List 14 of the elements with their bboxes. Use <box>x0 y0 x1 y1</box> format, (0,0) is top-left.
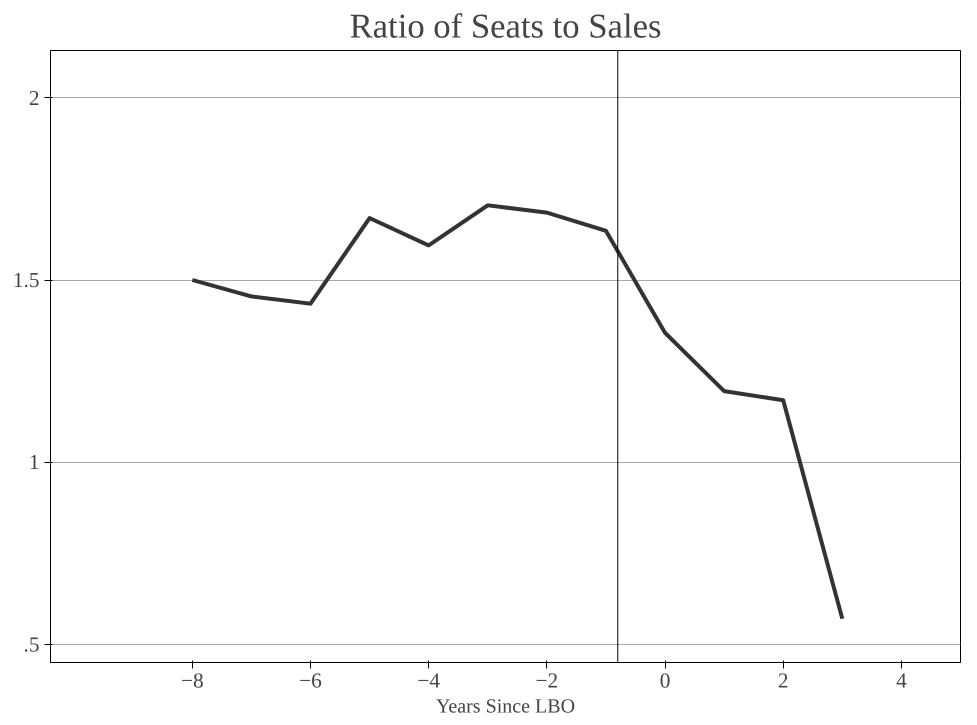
y-tick-label: 1.5 <box>12 268 40 292</box>
y-tick-label: 2 <box>28 86 40 110</box>
x-tick-label: −4 <box>417 668 440 692</box>
y-tick-label: 1 <box>28 450 40 474</box>
x-tick-label: −6 <box>299 668 322 692</box>
x-tick-label: 2 <box>778 668 789 692</box>
x-axis-title: Years Since LBO <box>436 696 576 718</box>
x-tick-label: 0 <box>660 668 670 692</box>
x-tick-label: 4 <box>896 668 908 692</box>
y-tick-label: .5 <box>24 632 40 656</box>
line-series <box>190 203 844 621</box>
x-tick-label: −8 <box>180 668 204 692</box>
chart-title: Ratio of Seats to Sales <box>350 8 662 46</box>
x-tick-label: −2 <box>536 668 558 692</box>
